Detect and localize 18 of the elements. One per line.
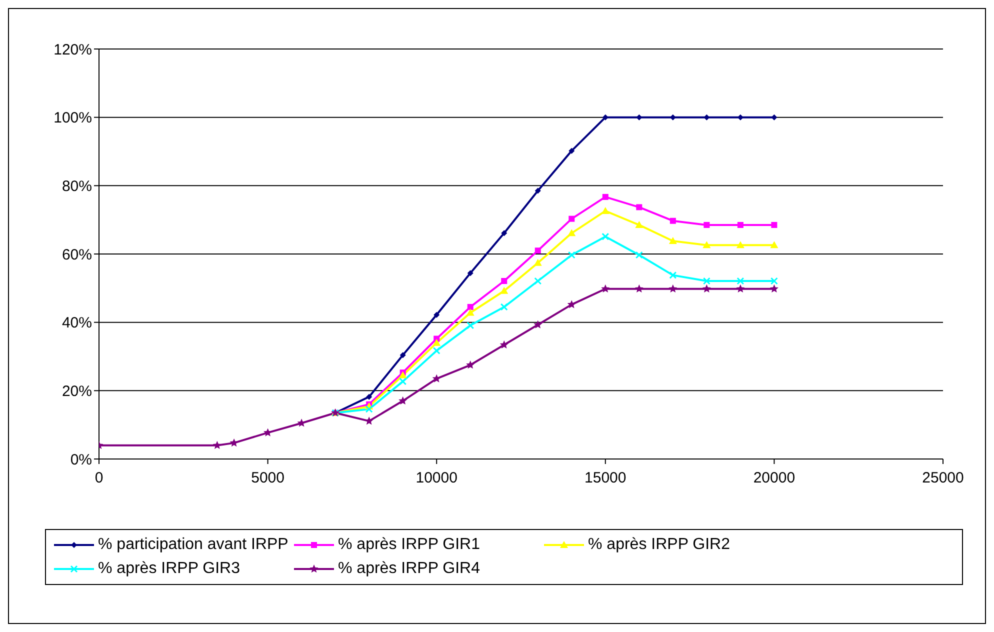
y-tick-label: 80% bbox=[62, 178, 92, 195]
x-tick-label: 10000 bbox=[416, 470, 458, 487]
x-tick-label: 0 bbox=[94, 470, 104, 487]
y-tick-label: 40% bbox=[62, 314, 92, 332]
y-tick-label: 0% bbox=[70, 451, 92, 468]
legend-label: % après IRPP GIR4 bbox=[338, 560, 480, 578]
legend-label: % participation avant IRPP bbox=[98, 536, 288, 554]
x-tick-label: 20000 bbox=[753, 470, 796, 487]
legend-label: % après IRPP GIR3 bbox=[98, 560, 240, 578]
legend-label: % après IRPP GIR1 bbox=[338, 536, 480, 554]
y-tick-label: 120% bbox=[54, 41, 92, 58]
y-tick-label: 100% bbox=[54, 110, 92, 127]
x-tick-label: 5000 bbox=[251, 470, 284, 487]
x-tick-label: 25000 bbox=[922, 470, 964, 487]
y-tick-label: 20% bbox=[62, 382, 92, 400]
x-tick-label: 15000 bbox=[584, 470, 626, 487]
y-tick-label: 60% bbox=[62, 246, 92, 264]
legend-label: % après IRPP GIR2 bbox=[588, 536, 730, 554]
